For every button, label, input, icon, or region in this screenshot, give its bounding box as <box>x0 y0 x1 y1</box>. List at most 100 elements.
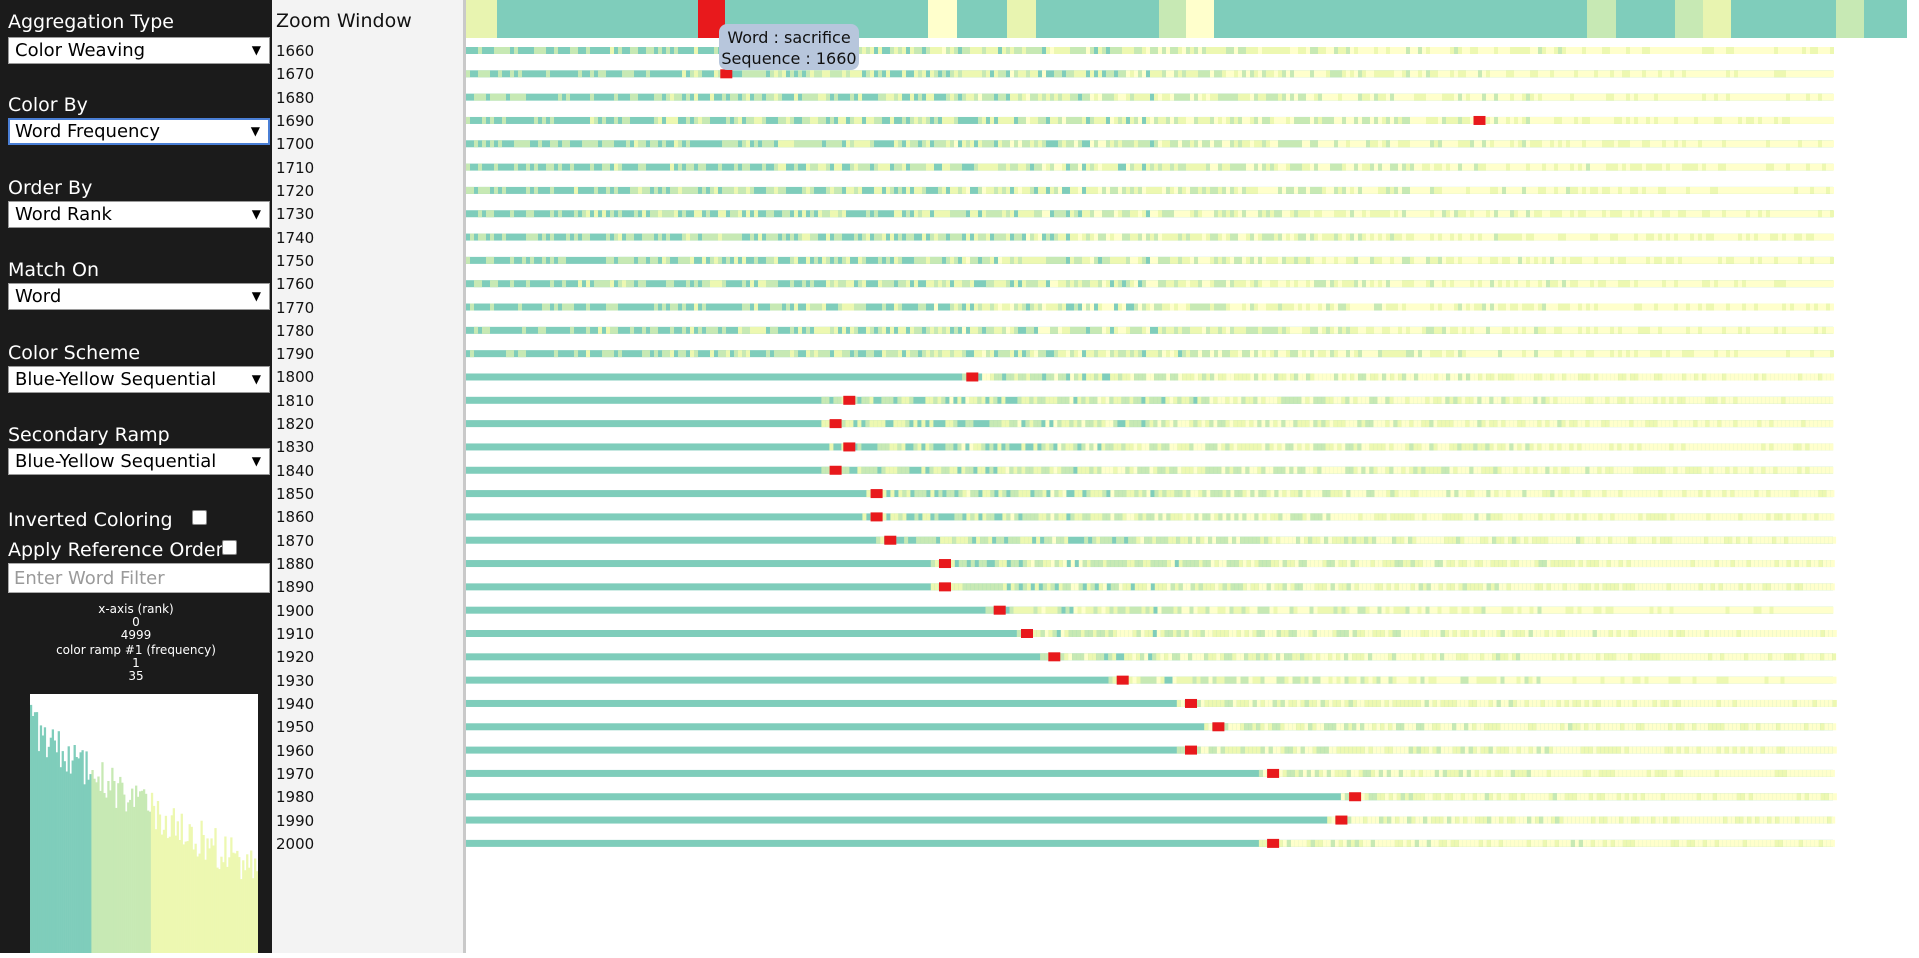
weave-row-1800[interactable] <box>466 372 1834 381</box>
weave-row-1740[interactable] <box>466 234 1834 241</box>
highlight-word-marker[interactable] <box>830 419 842 428</box>
weave-cell <box>1090 94 1094 101</box>
apply-reference-order-checkbox[interactable] <box>222 540 237 555</box>
weave-cell <box>1734 210 1738 217</box>
weave-cell <box>842 117 846 124</box>
weave-cell <box>1334 280 1338 287</box>
color-weaving-visualization[interactable] <box>466 0 1919 953</box>
zoom-window-strip[interactable] <box>466 0 1919 38</box>
weave-row-1790[interactable] <box>466 350 1834 357</box>
zoom-window-segment[interactable] <box>1675 0 1703 38</box>
color-scheme-select[interactable]: Blue-Yellow Sequential ▼ <box>8 366 270 393</box>
order-by-select[interactable]: Word Rank ▼ <box>8 201 270 228</box>
weave-cell <box>1458 257 1462 264</box>
weave-cell <box>865 420 869 427</box>
inverted-coloring-checkbox[interactable] <box>192 510 207 525</box>
weave-cell <box>1782 234 1786 241</box>
weave-cell <box>1194 164 1198 171</box>
weave-cell <box>1602 210 1606 217</box>
weave-row-1810[interactable] <box>466 396 1833 405</box>
weave-row-1840[interactable] <box>466 466 1833 475</box>
weave-cell <box>1346 350 1350 357</box>
highlight-word-marker[interactable] <box>720 69 732 78</box>
weave-cell <box>1074 304 1078 311</box>
weave-cell <box>690 257 694 264</box>
weave-row-1660[interactable] <box>466 47 1834 54</box>
weave-cell <box>1790 70 1794 77</box>
weave-cell <box>1258 327 1262 334</box>
weave-cell <box>694 234 698 241</box>
weave-cell <box>1826 117 1830 124</box>
weave-cell <box>1082 70 1086 77</box>
weave-row-1700[interactable] <box>466 140 1834 147</box>
weave-cell <box>910 327 914 334</box>
weave-cell <box>510 257 514 264</box>
weave-cell <box>1609 443 1613 450</box>
highlight-word-marker[interactable] <box>843 396 855 405</box>
highlight-word-marker[interactable] <box>1474 116 1486 125</box>
weave-cell <box>1610 117 1614 124</box>
weave-cell <box>1126 350 1130 357</box>
weave-cell <box>873 420 877 427</box>
color-by-select[interactable]: Word Frequency ▼ <box>8 118 270 145</box>
weave-row-1690[interactable] <box>466 116 1834 125</box>
weave-row-1750[interactable] <box>466 257 1834 264</box>
weave-cell <box>1290 164 1294 171</box>
zoom-window-segment[interactable] <box>928 0 957 38</box>
weave-cell <box>1321 443 1325 450</box>
aggregation-type-select[interactable]: Color Weaving ▼ <box>8 37 270 64</box>
weave-cell <box>1398 47 1402 54</box>
weave-cell <box>1661 420 1665 427</box>
weave-row-1730[interactable] <box>466 210 1834 217</box>
weave-cell <box>1214 373 1218 380</box>
histogram-bar <box>81 750 83 953</box>
zoom-window-segment[interactable] <box>1587 0 1616 38</box>
zoom-window-segment[interactable] <box>466 0 497 38</box>
weave-cell <box>1606 94 1610 101</box>
weave-cell <box>1446 257 1450 264</box>
weave-cell <box>1646 304 1650 311</box>
weave-cell <box>1545 397 1549 404</box>
weave-row-1680[interactable] <box>466 94 1834 101</box>
histogram-bar <box>89 774 91 953</box>
weave-cell <box>1738 373 1742 380</box>
weave-cell <box>1034 350 1038 357</box>
weave-cell <box>1726 210 1730 217</box>
weave-cell <box>1153 420 1157 427</box>
weave-cell <box>1622 140 1626 147</box>
zoom-window-segment[interactable] <box>1186 0 1214 38</box>
weave-cell <box>1262 187 1266 194</box>
weave-cell <box>977 397 981 404</box>
zoom-window-segment[interactable] <box>1703 0 1731 38</box>
secondary-ramp-select[interactable]: Blue-Yellow Sequential ▼ <box>8 448 270 475</box>
weave-cell <box>1801 420 1805 427</box>
weave-cell <box>546 70 550 77</box>
weave-row-1710[interactable] <box>466 164 1834 171</box>
weave-cell <box>1321 397 1325 404</box>
weave-row-1780[interactable] <box>466 327 1834 334</box>
weave-cell <box>1694 187 1698 194</box>
weave-row-1820[interactable] <box>466 419 1833 428</box>
weave-row-1770[interactable] <box>466 304 1834 311</box>
weave-cell <box>1258 117 1262 124</box>
weave-row-1830[interactable] <box>466 442 1833 451</box>
weave-cell <box>1218 210 1222 217</box>
weave-cell <box>1817 397 1821 404</box>
highlight-word-marker[interactable] <box>966 372 978 381</box>
zoom-window-segment[interactable] <box>1159 0 1188 38</box>
weave-cell <box>1110 350 1114 357</box>
weave-row-1760[interactable] <box>466 280 1834 287</box>
weave-cell <box>1614 94 1618 101</box>
weave-cell <box>1014 140 1018 147</box>
zoom-window-segment[interactable] <box>1007 0 1036 38</box>
zoom-window-segment[interactable] <box>1836 0 1864 38</box>
weave-row-1720[interactable] <box>466 187 1834 194</box>
weave-cell <box>1286 187 1290 194</box>
weave-row-1670[interactable] <box>466 69 1834 78</box>
weave-cell <box>1062 280 1066 287</box>
highlight-word-marker[interactable] <box>843 442 855 451</box>
match-on-select[interactable]: Word ▼ <box>8 283 270 310</box>
weave-cell <box>1138 164 1142 171</box>
word-filter-input[interactable] <box>8 563 270 593</box>
weave-cell <box>1098 164 1102 171</box>
